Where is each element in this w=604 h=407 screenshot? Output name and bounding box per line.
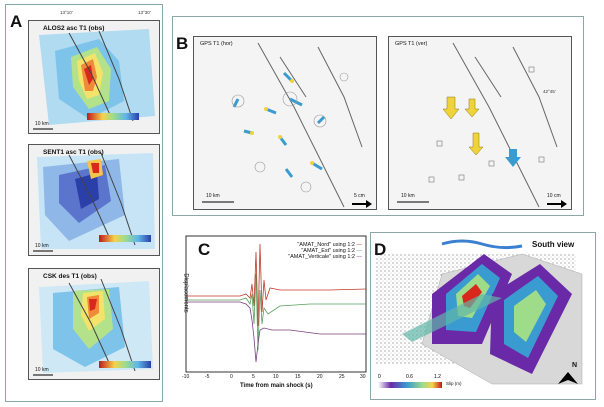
gps-vertical-lat-tick: 42°45' (543, 89, 556, 94)
x-tick: 10 (273, 374, 279, 380)
x-tick: -10 (182, 374, 190, 380)
gps-horizontal-drawing (202, 42, 372, 208)
seismogram-legend: "AMAT_Nord" using 1:2 — "AMAT_Est" using… (268, 242, 362, 260)
gps-vertical-ref: 10 cm (547, 193, 561, 199)
fault-slip-3d-view: 0 0.6 1.2 South view N Slip (m) (372, 234, 594, 398)
legend-verticale: "AMAT_Verticale" using 1:2 — (288, 254, 362, 260)
insar-map-sent1: SENT1 asc T1 (obs) 10 km (28, 144, 160, 256)
x-tick: -5 (205, 374, 210, 380)
x-tick: 30 (360, 374, 366, 380)
insar-map-csk-title: CSK des T1 (obs) (43, 273, 97, 280)
colorbar-tick-1: 0.6 (406, 374, 413, 380)
colorbar-label: Slip (m) (446, 381, 462, 386)
panel-a-frame (5, 4, 163, 402)
gps-horizontal-ref: 5 cm (354, 193, 365, 199)
seismogram-drawing (185, 235, 367, 373)
insar-map-sent1-drawing (33, 152, 155, 252)
north-label: N (572, 362, 578, 369)
x-tick: 20 (317, 374, 323, 380)
insar-map-csk-drawing (33, 278, 153, 376)
lon-tick-1: 13°10' (60, 10, 73, 15)
gps-horizontal-map: GPS T1 (hor) 10 km 5 cm (193, 36, 377, 210)
panel-d-frame (370, 232, 596, 400)
panel-b-frame (172, 16, 584, 216)
insar-map-alos2: ALOS2 asc T1 (obs) 10 km (28, 20, 160, 134)
insar-map-sent1-scale: 10 km (35, 243, 49, 249)
x-tick: 0 (230, 374, 233, 380)
seismogram-y-axis-label: Displacements (182, 273, 189, 313)
gps-vertical-title: GPS T1 (ver) (395, 41, 428, 47)
colorbar-tick-2: 1.2 (434, 374, 441, 380)
gps-horizontal-scale: 10 km (206, 193, 220, 199)
panel-b-letter: B (176, 34, 189, 53)
insar-map-csk-scale: 10 km (35, 367, 49, 373)
seismogram-x-axis-label: Time from main shock (s) (240, 383, 313, 389)
insar-map-alos2-drawing (33, 29, 155, 130)
gps-vertical-drawing (397, 42, 567, 208)
panel-a-letter: A (10, 12, 23, 31)
fault-slip-title: South view (532, 240, 575, 249)
colorbar-tick-0: 0 (378, 374, 381, 380)
x-tick: 5 (252, 374, 255, 380)
x-tick: 25 (339, 374, 345, 380)
insar-map-sent1-title: SENT1 asc T1 (obs) (43, 149, 104, 156)
gps-horizontal-title: GPS T1 (hor) (200, 41, 233, 47)
gps-vertical-scale: 10 km (401, 193, 415, 199)
x-tick: 15 (295, 374, 301, 380)
insar-map-alos2-scale: 10 km (35, 121, 49, 127)
insar-map-csk: CSK des T1 (obs) 10 km (28, 268, 160, 380)
gps-vertical-map: GPS T1 (ver) 10 km 10 cm 42°45' (388, 36, 572, 210)
legend-est: "AMAT_Est" using 1:2 — (301, 248, 362, 254)
seismogram-plot: Displacements "AMAT_Nord" using 1:2 — "A… (180, 234, 370, 394)
legend-nord: "AMAT_Nord" using 1:2 — (297, 242, 362, 248)
insar-map-alos2-title: ALOS2 asc T1 (obs) (43, 25, 105, 32)
fault-slip-drawing: 0 0.6 1.2 (376, 239, 583, 388)
panel-c-letter: C (198, 240, 211, 259)
lon-tick-2: 13°30' (138, 10, 151, 15)
